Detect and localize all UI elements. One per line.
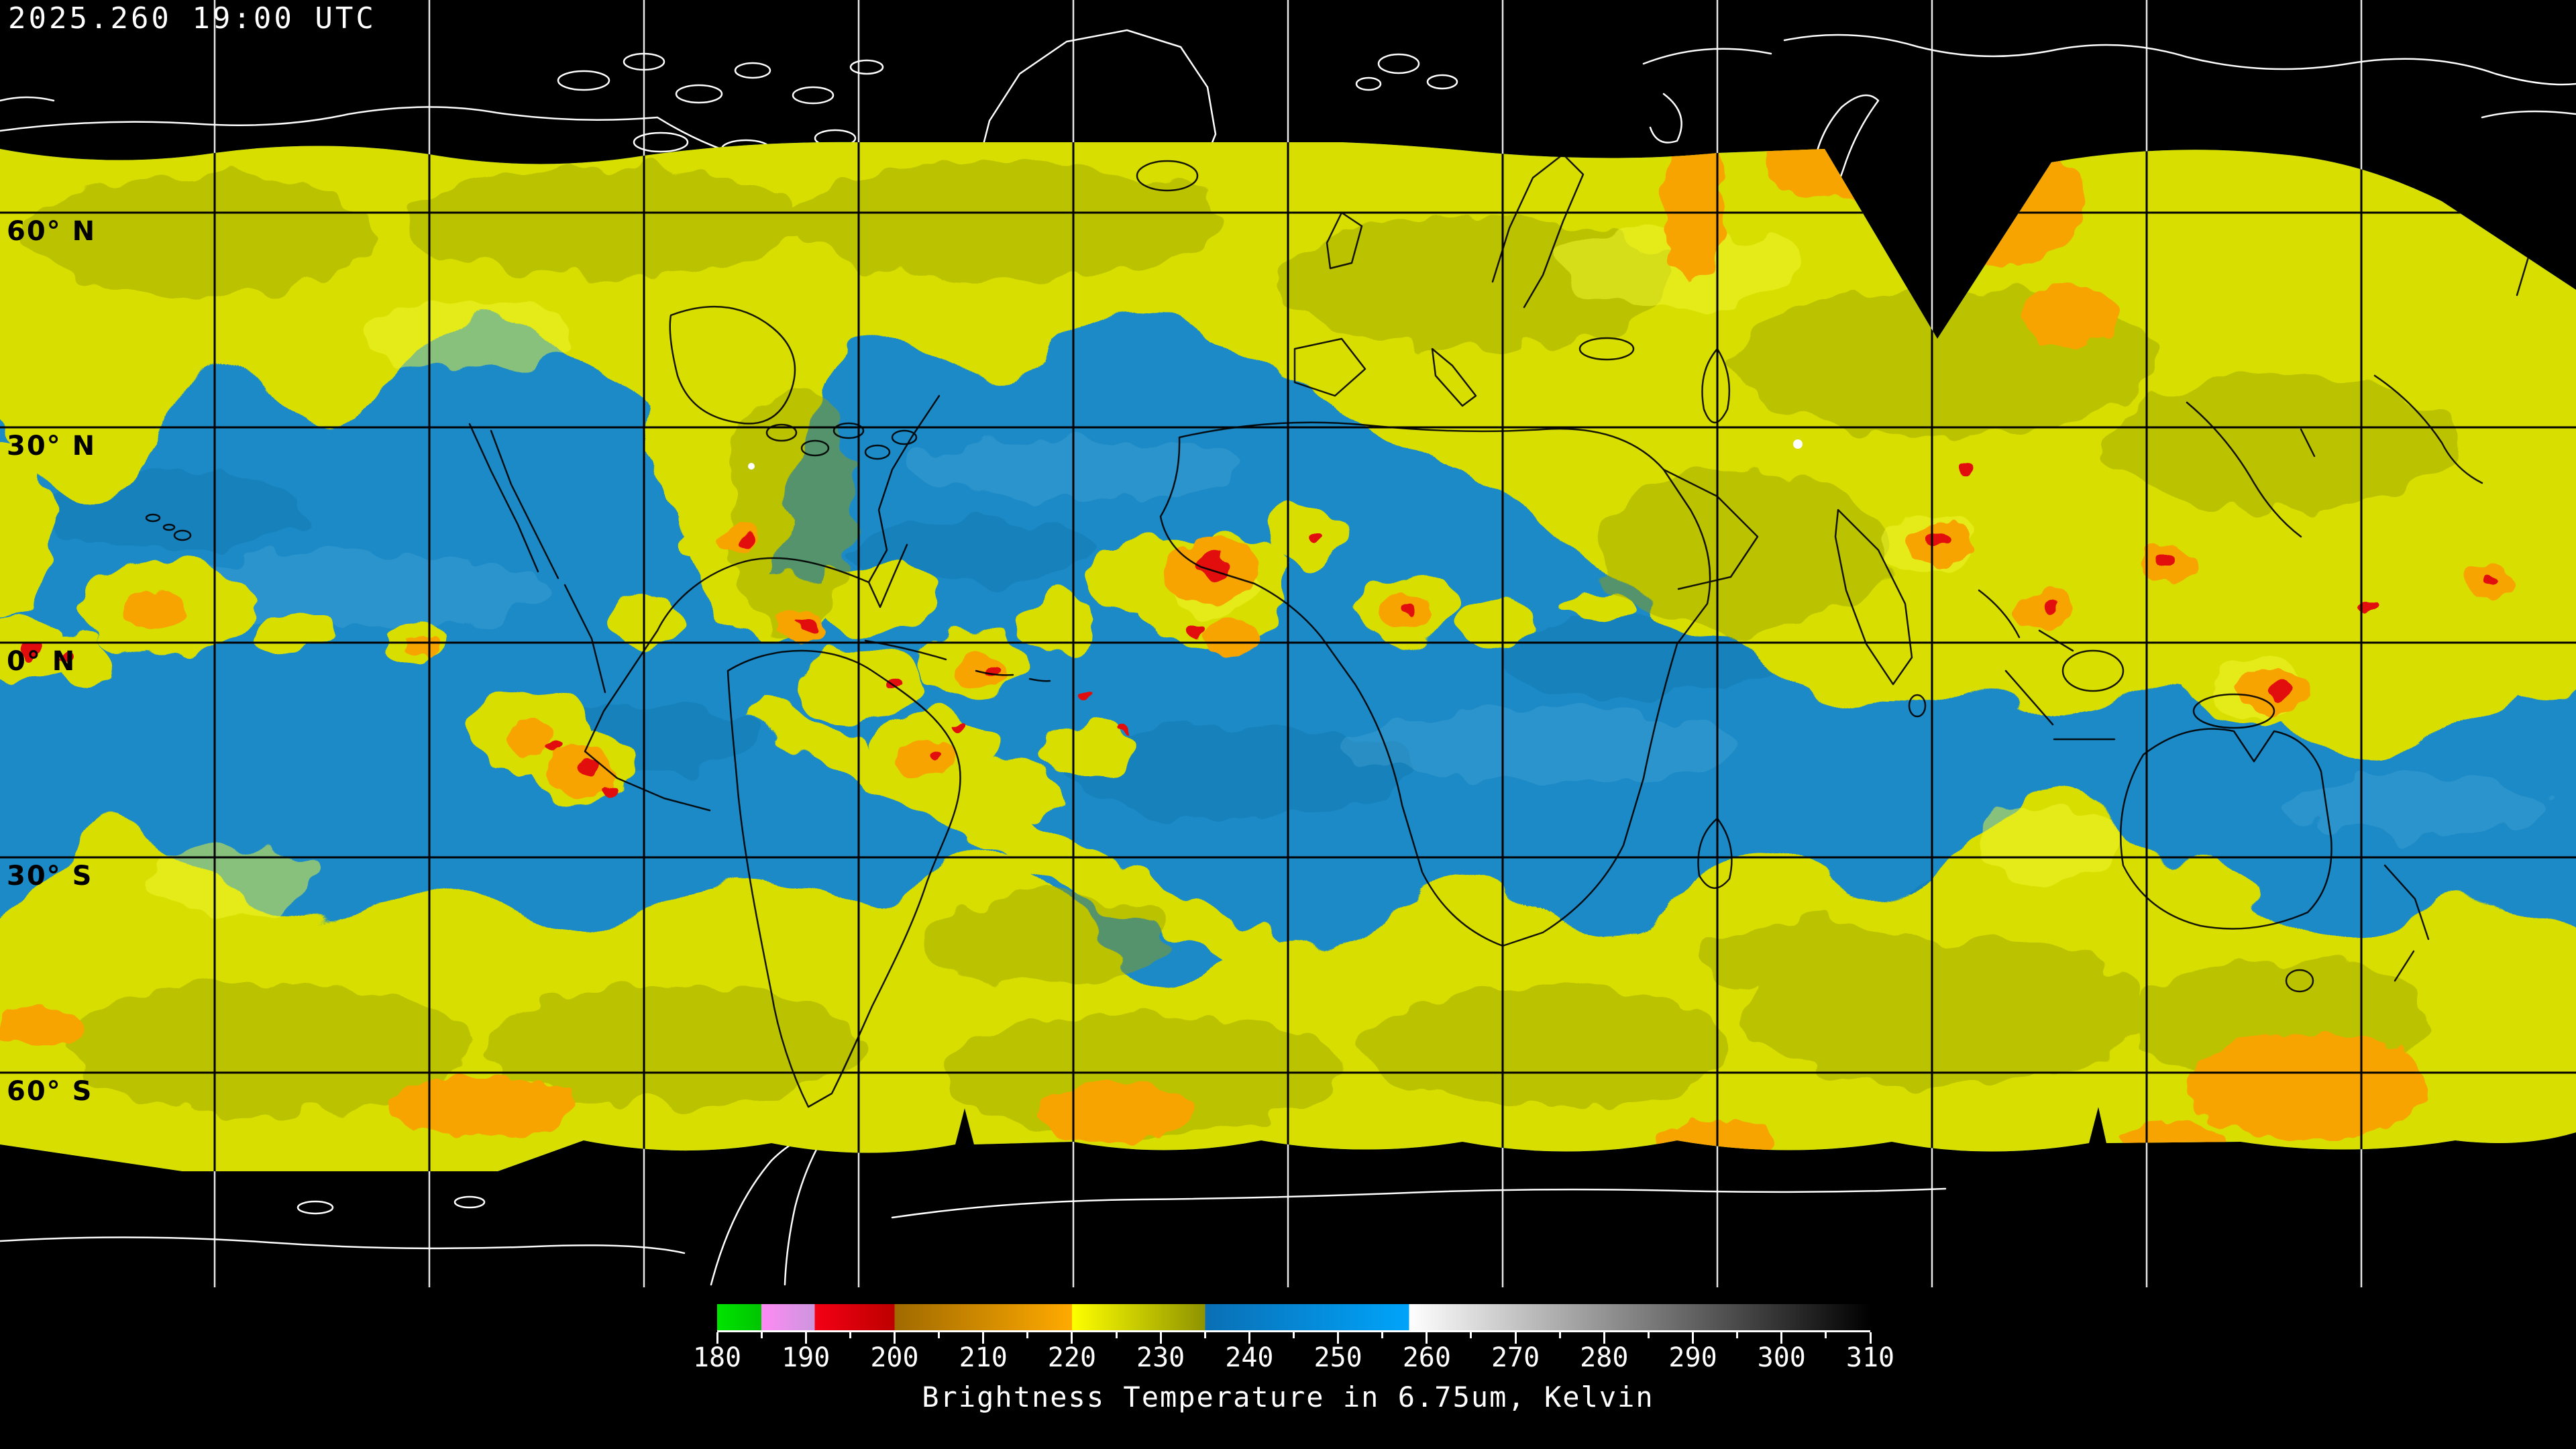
coastlines-data <box>145 153 2530 1108</box>
latitude-label-30n: 30° N <box>7 431 97 462</box>
latitude-label-60n: 60° N <box>7 216 97 247</box>
latitude-label-0n: 0° N <box>7 646 76 677</box>
graticule-data <box>0 0 2576 1287</box>
timestamp: 2025.260 19:00 UTC <box>8 1 376 36</box>
latitude-label-30s: 30° S <box>7 861 93 892</box>
white-specks <box>748 439 1803 470</box>
latitude-label-60s: 60° S <box>7 1076 93 1107</box>
